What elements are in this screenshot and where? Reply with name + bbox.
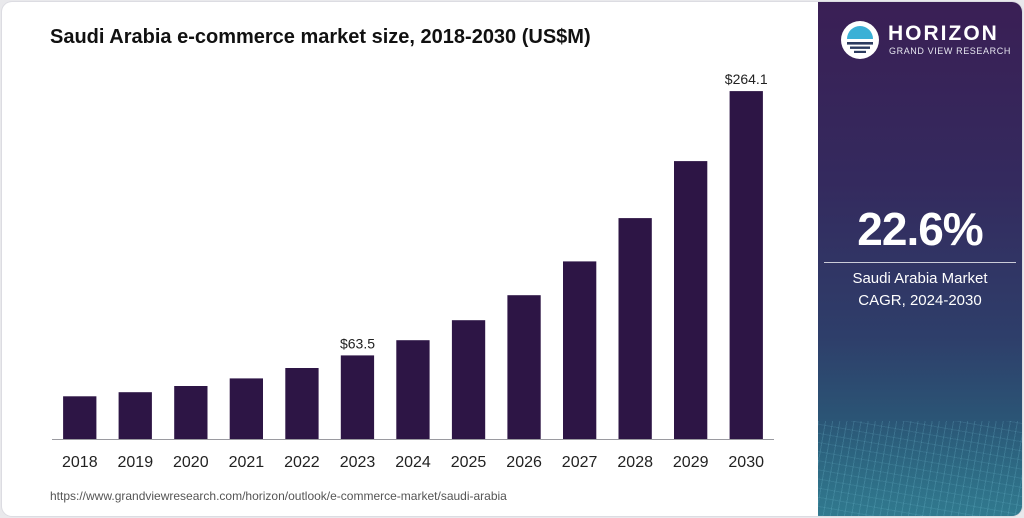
bar-2021 — [229, 378, 263, 439]
data-label: $264.1 — [725, 71, 768, 87]
bar-2029 — [674, 161, 708, 439]
bar-2030 — [729, 91, 763, 439]
divider — [824, 262, 1016, 263]
x-tick-label: 2024 — [395, 454, 431, 471]
bar-2025 — [451, 320, 486, 439]
source-url[interactable]: https://www.grandviewresearch.com/horizo… — [50, 489, 507, 503]
bar-chart: 2018 2019 2020 2021 2022 2023 2024 2025 2026 2027… — [52, 71, 774, 471]
bar-2023 — [340, 355, 375, 439]
x-tick-label: 2027 — [562, 454, 598, 471]
brand-tagline: GRAND VIEW RESEARCH — [889, 46, 1011, 56]
sidebar-texture — [818, 421, 1022, 516]
bar-2026 — [507, 295, 541, 439]
bar-2018 — [63, 396, 97, 439]
bar-2019 — [118, 392, 152, 439]
data-label: $63.5 — [340, 335, 375, 351]
cagr-label-line2: CAGR, 2024-2030 — [858, 292, 982, 309]
x-tick-label: 2021 — [229, 454, 265, 471]
bar-2022 — [285, 368, 319, 439]
cagr-label-line1: Saudi Arabia Market — [852, 270, 988, 287]
chart-title: Saudi Arabia e-commerce market size, 201… — [50, 26, 591, 48]
bar-2027 — [563, 261, 597, 439]
cagr-value: 22.6% — [857, 203, 983, 255]
x-tick-label: 2028 — [617, 454, 653, 471]
cagr-label: Saudi Arabia Market CAGR, 2024-2030 — [818, 268, 1022, 312]
x-tick-label: 2025 — [451, 454, 487, 471]
x-tick-label: 2020 — [173, 454, 209, 471]
x-tick-label: 2029 — [673, 454, 709, 471]
sidebar-panel: HORIZON GRAND VIEW RESEARCH 22.6% Saudi … — [818, 2, 1022, 516]
chart-area: Saudi Arabia e-commerce market size, 201… — [2, 2, 818, 516]
brand-name: HORIZON — [888, 22, 999, 45]
x-tick-label: 2022 — [284, 454, 320, 471]
x-tick-label: 2023 — [340, 454, 376, 471]
horizon-sun-logo-icon — [841, 21, 879, 59]
bar-2020 — [174, 386, 208, 439]
x-tick-label: 2026 — [506, 454, 542, 471]
x-tick-label: 2019 — [118, 454, 154, 471]
x-tick-label: 2018 — [62, 454, 98, 471]
bar-2028 — [618, 218, 652, 439]
x-tick-label: 2030 — [728, 454, 764, 471]
bar-2024 — [396, 340, 430, 439]
